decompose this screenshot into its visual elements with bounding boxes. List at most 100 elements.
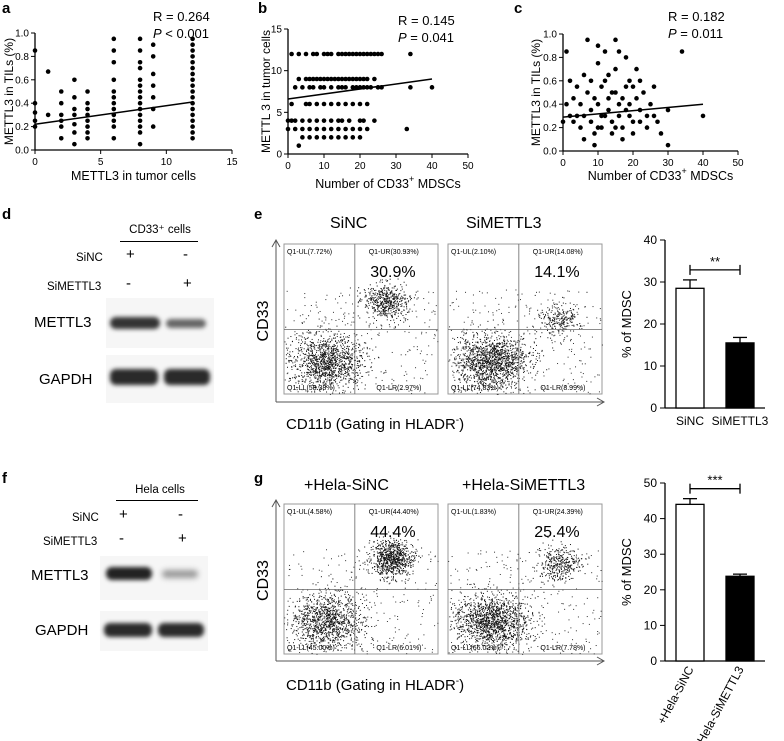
flow-e-right-event-ll xyxy=(456,346,458,348)
flow-e-right-event-ll xyxy=(520,365,522,367)
flow-e-left-event-ll xyxy=(347,373,349,375)
flow-e-left-event-ur xyxy=(415,291,417,293)
flow-e-right-event-ll xyxy=(480,380,482,382)
flow-e-right-event-ll xyxy=(492,356,494,358)
flow-e-left-event-ll xyxy=(319,325,321,327)
flow-e-left-event-ur xyxy=(403,309,405,311)
data-point-a xyxy=(137,83,143,88)
flow-e-right-event-ll xyxy=(474,368,476,370)
flow-g-left-event-ll xyxy=(339,600,341,602)
flow-e-right-event-ll xyxy=(498,365,500,367)
flow-e-left-event-noise xyxy=(343,376,345,378)
flow-g-left-event-ll xyxy=(338,642,340,644)
flow-e-right-event-ll xyxy=(523,367,525,369)
flow-e-left-event-ll xyxy=(344,352,346,354)
flow-e-left-event-ll xyxy=(334,368,336,370)
flow-e-left-event-ll xyxy=(354,380,356,382)
flow-e-right-event-noise xyxy=(579,335,581,337)
flow-e-left-event-ll xyxy=(316,345,318,347)
flow-e-left-event-ll xyxy=(357,339,359,341)
flow-e-right-event-noise xyxy=(510,336,512,338)
y-tick-label-b: 5 xyxy=(276,108,282,119)
flow-g-left-event-ll xyxy=(339,613,341,615)
data-point-c xyxy=(595,60,601,66)
flow-e-right-event-ll xyxy=(468,357,470,359)
flow-e-right-event-ll xyxy=(473,358,475,360)
flow-e-right-event-ll xyxy=(522,338,524,340)
flow-e-left-event-ll xyxy=(329,383,331,385)
flow-e-left-event-ll xyxy=(321,359,323,361)
flow-e-right-event-ll xyxy=(492,362,494,364)
flow-g-left-event-ll xyxy=(314,616,316,618)
flow-e-right-event-ll xyxy=(461,372,463,374)
flow-e-right-event-ll xyxy=(514,354,516,356)
flow-e-right-event-ll xyxy=(506,356,508,358)
flow-e-right-event-ll xyxy=(516,353,518,355)
flow-e-right-event-ll xyxy=(476,380,478,382)
flow-g-left-event-ll xyxy=(306,614,308,616)
flow-g-left-event-ll xyxy=(319,630,321,632)
flow-e-left-event-ll xyxy=(337,376,339,378)
flow-e-left-event-ll xyxy=(285,354,287,356)
flow-e-left-event-ll xyxy=(353,379,355,381)
flow-e-right-event-ur xyxy=(566,322,568,324)
flow-e-left-event-noise xyxy=(320,340,322,342)
flow-e-left-event-ll xyxy=(309,366,311,368)
flow-e-right-event-ll xyxy=(525,354,527,356)
flow-e-left-event-ll xyxy=(327,362,329,364)
data-point-b xyxy=(285,118,291,123)
flow-e-left-event-ll xyxy=(375,377,377,379)
flow-e-right-label-ur: Q1-UR(14.08%) xyxy=(533,249,583,256)
flow-e-left-event-ur xyxy=(406,311,408,313)
flow-e-left-event-ll xyxy=(333,357,335,359)
flow-e-right-event-noise xyxy=(462,330,464,332)
flow-e-left-event-ll xyxy=(338,354,340,356)
flow-e-right-event-noise xyxy=(547,299,549,301)
flow-e-right-event-noise xyxy=(529,392,531,394)
data-point-a xyxy=(111,59,117,65)
flow-e-right-event-noise xyxy=(508,311,510,313)
x-tick-label-c: 30 xyxy=(662,158,674,169)
flow-e-left-event-ll xyxy=(320,369,322,371)
data-point-c xyxy=(602,78,608,84)
flow-g-left-event-ll xyxy=(321,603,323,605)
flow-e-right-event-ll xyxy=(516,371,518,373)
flow-g-left-event-ll xyxy=(340,611,342,613)
flow-e-left-event-ll xyxy=(342,348,344,350)
data-point-a xyxy=(190,106,195,112)
flow-e-right-event-ur xyxy=(557,315,559,317)
data-point-b xyxy=(289,51,294,57)
flow-e-right-event-noise xyxy=(517,340,519,342)
flow-e-right-event-ur xyxy=(560,323,562,325)
flow-g-left-event-ll xyxy=(337,644,339,646)
flow-e-right-event-noise xyxy=(583,325,585,327)
flow-e-left-event-ll xyxy=(334,337,336,339)
flow-e-left-event-ur xyxy=(376,285,378,287)
flow-e-left-event-ll xyxy=(319,381,321,383)
flow-e-left-event-ll xyxy=(321,355,323,357)
data-point-c xyxy=(665,107,671,113)
flow-e-left-event-ll xyxy=(317,350,319,352)
flow-e-left-event-ll xyxy=(312,354,314,356)
flow-e-left-event-ll xyxy=(306,371,308,373)
flow-e-right-event-ll xyxy=(506,377,508,379)
flow-e-right-event-noise xyxy=(599,323,601,325)
flow-e-left-event-ll xyxy=(341,372,343,374)
flow-g-left-event-ll xyxy=(371,639,373,641)
flow-e-left-event-ll xyxy=(312,385,314,387)
flow-g-left-event-ll xyxy=(303,605,305,607)
flow-e-right-event-ll xyxy=(522,353,524,355)
flow-e-left-event-ll xyxy=(350,378,352,380)
flow-g-left-event-ll xyxy=(355,625,357,627)
flow-e-left-event-ur xyxy=(376,297,378,299)
flow-e-left-event-noise xyxy=(361,335,363,337)
flow-e-left-label-ll: Q1-LL(58.38%) xyxy=(287,385,335,392)
data-point-b xyxy=(325,76,330,82)
flow-e-right-event-ll xyxy=(495,352,497,354)
flow-e-left-event-ll xyxy=(347,363,349,365)
data-point-b xyxy=(328,51,334,57)
flow-e-right-event-ll xyxy=(482,382,484,384)
flow-e-right-event-ll xyxy=(473,345,475,347)
flow-e-left-event-ur xyxy=(373,317,375,319)
flow-e-right-event-ur xyxy=(563,314,565,316)
